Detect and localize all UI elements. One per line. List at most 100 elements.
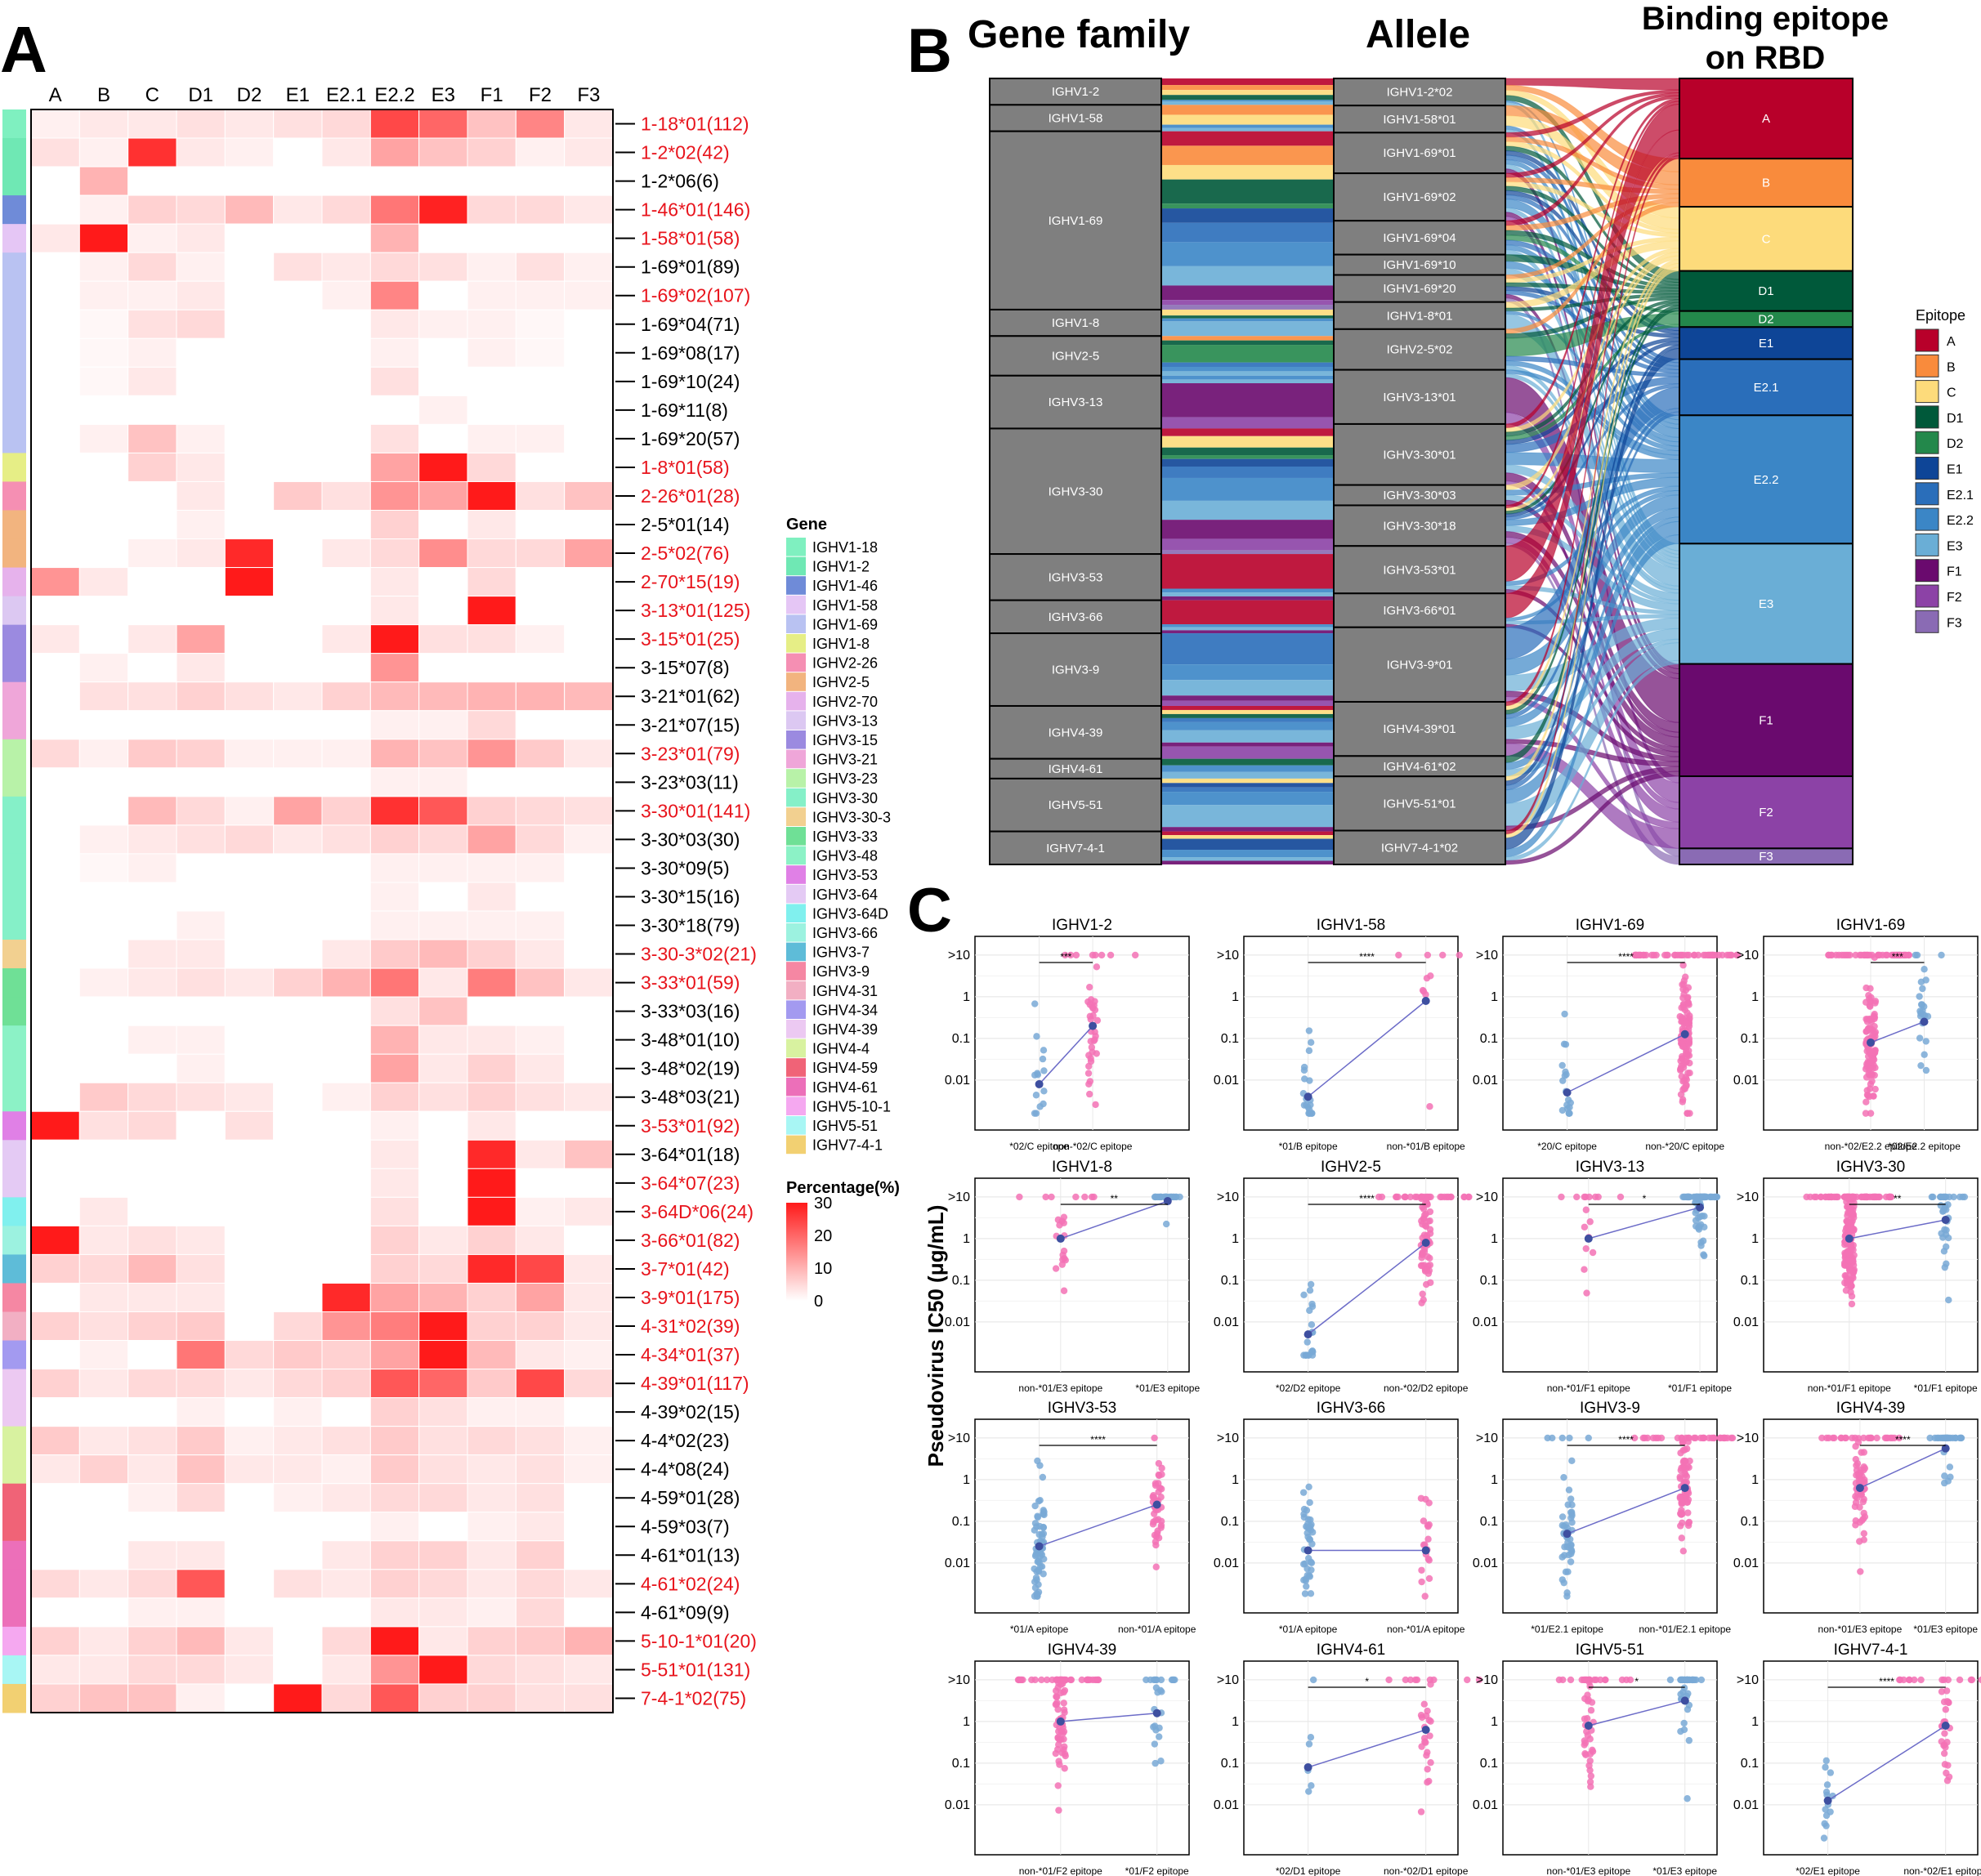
heatmap-cell xyxy=(369,223,420,253)
heatmap-cell xyxy=(224,710,275,740)
heatmap-cell xyxy=(321,166,371,196)
scatter-point xyxy=(1304,1351,1312,1359)
heatmap-cell xyxy=(127,1196,177,1226)
heatmap-cell xyxy=(564,1340,614,1370)
heatmap-cell xyxy=(273,309,323,339)
scatter-point xyxy=(1171,1676,1178,1684)
scatter-point xyxy=(1031,1502,1039,1510)
heatmap-cell xyxy=(273,366,323,396)
heatmap-row-label: 3-64D*06(24) xyxy=(641,1201,753,1222)
heatmap-cell xyxy=(224,653,275,683)
heatmap-cell xyxy=(127,166,177,196)
heatmap-cell xyxy=(467,423,516,453)
scatter-point xyxy=(1827,1193,1835,1201)
scatter-point xyxy=(1679,1548,1687,1555)
scatter-point xyxy=(1822,1789,1831,1796)
heatmap-cell xyxy=(467,1426,516,1456)
scatter-point xyxy=(1157,1517,1165,1525)
heatmap-cell xyxy=(418,1225,468,1255)
scatter-point xyxy=(1685,951,1693,959)
scatter-point xyxy=(1940,1676,1948,1684)
scatter-mean-point xyxy=(1855,1484,1864,1493)
heatmap-cell xyxy=(273,1683,323,1713)
scatter-point xyxy=(1681,1085,1688,1092)
heatmap-row-label: 4-4*02(23) xyxy=(641,1430,730,1451)
heatmap-cell xyxy=(176,510,226,540)
heatmap-cell xyxy=(564,223,614,253)
heatmap-cell xyxy=(224,252,275,282)
scatter-point xyxy=(1308,1321,1316,1329)
sankey-flow-family-allele xyxy=(1161,203,1334,209)
heatmap-cell xyxy=(467,967,516,998)
scatter-point xyxy=(1034,1558,1041,1566)
scatter-point xyxy=(1300,1291,1308,1299)
gene-family-node-label: IGHV1-8 xyxy=(1052,316,1099,330)
gene-legend-swatch xyxy=(786,769,806,788)
heatmap-cell xyxy=(224,1225,275,1255)
scatter-point xyxy=(1427,972,1434,980)
gene-legend-swatch xyxy=(786,807,806,826)
heatmap-cell xyxy=(321,967,371,998)
allele-node-label: IGHV1-8*01 xyxy=(1387,309,1453,323)
scatter-point xyxy=(1378,1193,1386,1201)
gene-annotation-cell xyxy=(2,1025,26,1055)
heatmap-cell xyxy=(321,1196,371,1226)
heatmap-cell xyxy=(127,1483,177,1513)
scatter-point xyxy=(1078,1676,1085,1684)
epitope-legend-label: F3 xyxy=(1947,616,1962,630)
heatmap-cell xyxy=(515,1683,566,1713)
scatter-point xyxy=(1943,1687,1951,1695)
heatmap-cell xyxy=(224,1483,275,1513)
scatter-point xyxy=(1707,951,1715,959)
heatmap-cell xyxy=(564,739,614,769)
gene-annotation-cell xyxy=(2,481,26,511)
scatter-point xyxy=(1038,1530,1046,1538)
scatter-y-tick: >10 xyxy=(948,949,970,963)
heatmap-row-label: 4-59*03(7) xyxy=(641,1516,730,1537)
scatter-point xyxy=(1060,1219,1067,1226)
heatmap-cell xyxy=(467,710,516,740)
gene-annotation-cell xyxy=(2,1569,26,1599)
scatter-point xyxy=(1558,1553,1566,1561)
heatmap-cell xyxy=(369,337,420,368)
heatmap-cell xyxy=(564,939,614,969)
heatmap-row-label: 3-64*07(23) xyxy=(641,1172,740,1194)
heatmap-cell xyxy=(176,1110,226,1141)
scatter-point xyxy=(1034,1071,1042,1079)
sankey-flow-family-allele xyxy=(1161,838,1334,851)
heatmap-cell xyxy=(467,109,516,139)
scatter-point xyxy=(1680,1719,1688,1727)
scatter-point xyxy=(1143,1676,1150,1684)
scatter-point xyxy=(1417,1808,1425,1816)
scatter-point xyxy=(1856,1519,1863,1526)
scatter-point xyxy=(1679,1043,1687,1050)
heatmap-cell xyxy=(515,1597,566,1628)
heatmap-cell xyxy=(321,423,371,453)
scatter-panel-title: IGHV1-69 xyxy=(1836,917,1905,934)
heatmap-cell xyxy=(515,1569,566,1599)
heatmap-cell xyxy=(224,1540,275,1570)
scatter-point xyxy=(1058,1680,1067,1687)
scatter-point xyxy=(1867,1048,1875,1056)
scatter-mean-point xyxy=(1421,1546,1430,1555)
heatmap-cell xyxy=(224,824,275,855)
scatter-mean-point xyxy=(1941,1215,1950,1224)
heatmap-cell xyxy=(418,910,468,940)
heatmap-cell xyxy=(273,1655,323,1685)
heatmap-cell xyxy=(30,967,80,998)
heatmap-cell xyxy=(467,166,516,196)
heatmap-cell xyxy=(78,996,129,1026)
heatmap-cell xyxy=(418,480,468,511)
sankey-flow-family-allele xyxy=(1161,114,1334,125)
heatmap-cell xyxy=(467,280,516,310)
gene-annotation-cell xyxy=(2,1626,26,1656)
gene-annotation-cell xyxy=(2,109,26,139)
heatmap-cell xyxy=(564,1139,614,1169)
heatmap-cell xyxy=(369,1196,420,1226)
gene-legend-swatch xyxy=(786,711,806,730)
scatter-y-tick: >10 xyxy=(1737,1432,1759,1445)
scatter-point xyxy=(1561,1072,1568,1079)
heatmap-cell xyxy=(369,1225,420,1255)
sankey-flow-family-allele xyxy=(1161,101,1334,105)
